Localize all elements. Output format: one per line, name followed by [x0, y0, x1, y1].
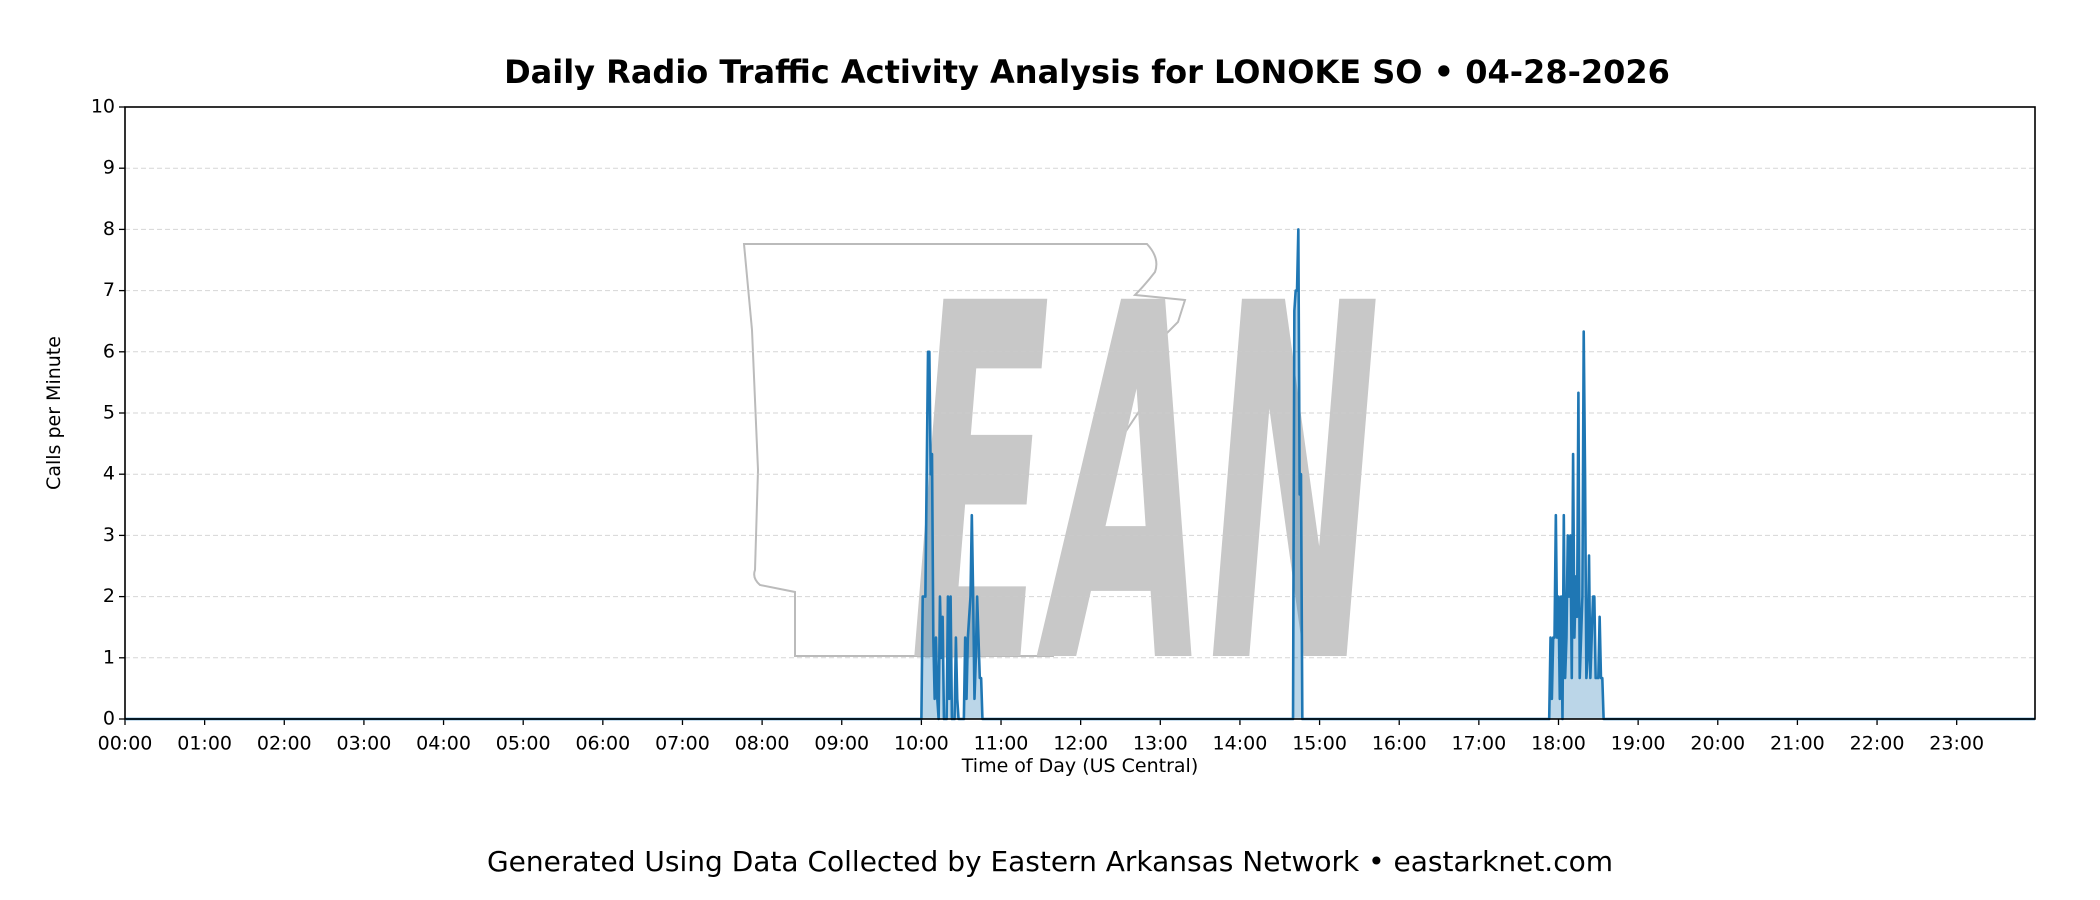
x-tick-label: 09:00 — [814, 733, 869, 755]
x-tick-label: 18:00 — [1531, 733, 1586, 755]
y-tick-label: 7 — [103, 279, 115, 301]
y-axis-label: Calls per Minute — [43, 336, 65, 490]
x-axis-label: Time of Day (US Central) — [961, 755, 1198, 777]
y-tick-label: 9 — [103, 157, 115, 179]
x-tick-label: 05:00 — [496, 733, 551, 755]
y-tick-label: 0 — [103, 708, 115, 730]
x-tick-label: 17:00 — [1451, 733, 1506, 755]
x-tick-label: 21:00 — [1770, 733, 1825, 755]
x-tick-label: 13:00 — [1133, 733, 1188, 755]
footer: Generated Using Data Collected by Easter… — [487, 845, 1613, 878]
x-tick-label: 11:00 — [974, 733, 1029, 755]
y-tick-label: 2 — [103, 585, 115, 607]
x-tick-label: 03:00 — [337, 733, 392, 755]
line — [125, 228, 2035, 721]
x-tick-label: 20:00 — [1690, 733, 1745, 755]
x-tick-label: 07:00 — [655, 733, 710, 755]
plot-frame — [124, 106, 2036, 720]
x-tick-label: 12:00 — [1053, 733, 1108, 755]
x-tick-label: 16:00 — [1372, 733, 1427, 755]
x-tick-label: 08:00 — [735, 733, 790, 755]
x-tick-label: 10:00 — [894, 733, 949, 755]
y-tick-label: 1 — [103, 646, 115, 668]
x-tick-label: 15:00 — [1292, 733, 1347, 755]
y-tick-label: 3 — [103, 524, 115, 546]
state-outline — [742, 243, 1187, 657]
x-tick-label: 02:00 — [257, 733, 312, 755]
y-tick-label: 5 — [103, 402, 115, 424]
x-tick-label: 23:00 — [1929, 733, 1984, 755]
chart-title: Daily Radio Traffic Activity Analysis fo… — [504, 53, 1670, 91]
y-tick-label: 6 — [103, 340, 115, 362]
x-tick-label: 14:00 — [1213, 733, 1268, 755]
x-tick-label: 00:00 — [98, 733, 153, 755]
x-tick-label: 06:00 — [575, 733, 630, 755]
y-tick-label: 10 — [91, 96, 115, 118]
x-tick-label: 01:00 — [177, 733, 232, 755]
x-tick-label: 04:00 — [416, 733, 471, 755]
y-tick-label: 8 — [103, 218, 115, 240]
y-tick-label: 4 — [103, 463, 115, 485]
x-tick-label: 19:00 — [1611, 733, 1666, 755]
x-tick-label: 22:00 — [1850, 733, 1905, 755]
